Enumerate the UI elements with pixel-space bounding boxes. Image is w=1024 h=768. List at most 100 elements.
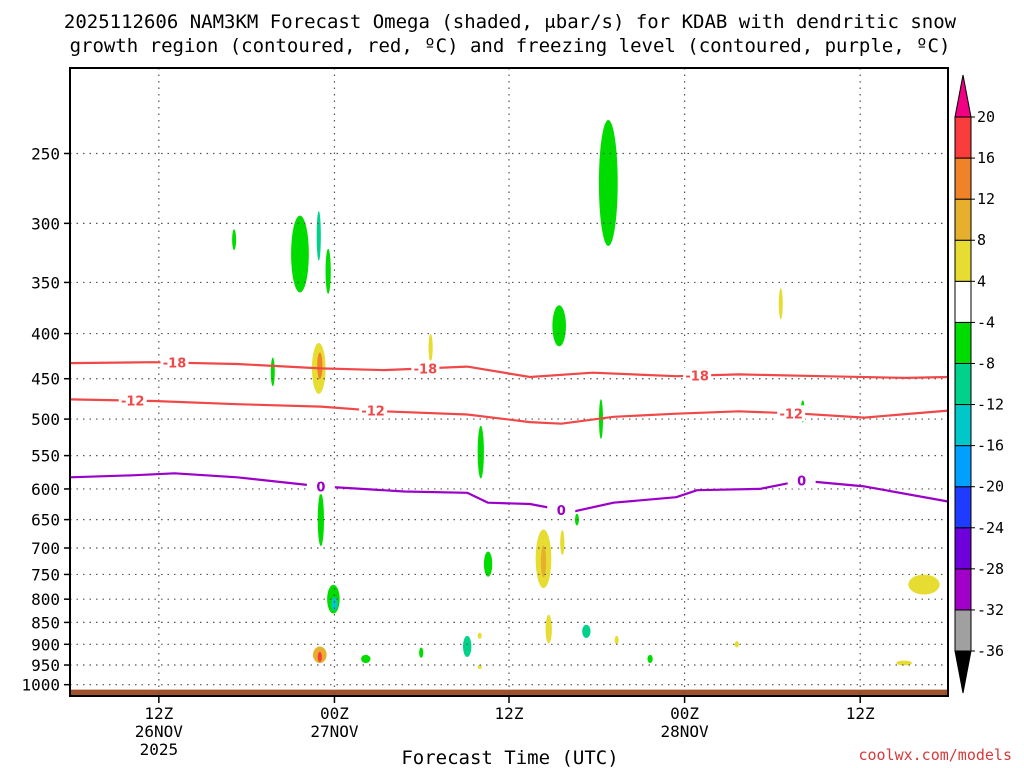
omega-region — [428, 333, 433, 362]
omega-region — [734, 641, 739, 648]
x-tick-label: 26NOV — [135, 722, 184, 741]
omega-region — [463, 635, 472, 658]
contour-label--18C: -18 — [685, 370, 709, 385]
omega-region — [647, 654, 653, 664]
x-tick-label: 00Z — [320, 704, 349, 723]
y-tick-label: 450 — [31, 370, 60, 389]
y-tick-label: 850 — [31, 613, 60, 632]
omega-region — [540, 545, 547, 578]
omega-region — [317, 352, 323, 379]
colorbar-tick-label: -24 — [977, 519, 1004, 537]
x-tick-label: 00Z — [670, 704, 699, 723]
omega-region — [908, 574, 940, 595]
grid-lines — [70, 68, 948, 696]
colorbar-segment — [954, 568, 972, 611]
contour-label-background — [118, 392, 147, 409]
omega-region — [316, 211, 321, 261]
contour-label--18C: -18 — [163, 357, 187, 372]
colorbar-tick-label: -36 — [977, 642, 1004, 660]
y-tick-label: 600 — [31, 480, 60, 499]
omega-region — [419, 647, 424, 658]
y-tick-label: 950 — [31, 656, 60, 675]
colorbar-tick-label: -8 — [977, 354, 995, 372]
y-tick-label: 550 — [31, 447, 60, 466]
x-axis-label: Forecast Time (UTC) — [401, 747, 618, 768]
y-tick-label: 750 — [31, 565, 60, 584]
omega-region — [361, 654, 371, 664]
colorbar-segment — [954, 157, 972, 200]
colorbar-tick-label: -12 — [977, 396, 1004, 414]
colorbar-segment — [954, 280, 972, 323]
colorbar-tick-label: 16 — [977, 149, 995, 167]
colorbar-segment — [954, 609, 972, 652]
contour-label-background — [359, 402, 388, 419]
colorbar-segment — [954, 445, 972, 488]
omega-region — [317, 651, 322, 663]
omega-region — [574, 513, 579, 526]
contour-label-0C: 0 — [316, 480, 325, 495]
omega-region — [291, 215, 309, 293]
colorbar-segment — [954, 116, 972, 159]
y-tick-label: 250 — [31, 144, 60, 163]
omega-region — [325, 248, 331, 294]
omega-region — [477, 632, 482, 639]
colorbar-tick-label: -28 — [977, 560, 1004, 578]
omega-region — [331, 597, 338, 611]
y-tick-label: 900 — [31, 635, 60, 654]
x-tick-label: 12Z — [846, 704, 875, 723]
colorbar-segment — [954, 239, 972, 282]
omega-region — [598, 119, 618, 246]
contour-label-background — [787, 472, 816, 489]
colorbar-tick-label: 4 — [977, 272, 986, 290]
omega-region — [477, 425, 484, 479]
contour-label-background — [411, 360, 440, 377]
contour-label-background — [683, 367, 712, 384]
colorbar-tick-label: -4 — [977, 313, 995, 331]
temperature-contours: -18 -18 -18 -12 -12 -12 0 0 0 — [69, 354, 949, 519]
contour-line--18C — [69, 361, 949, 379]
colorbar-segment — [954, 486, 972, 529]
omega-region — [614, 635, 619, 645]
colorbar: -36 -32 -28 -24 -20 -16 -12 -8 -4 4 8 12 16 20 — [954, 74, 1004, 694]
colorbar-tick-label: -20 — [977, 478, 1004, 496]
y-tick-label: 300 — [31, 214, 60, 233]
omega-shading — [232, 119, 940, 670]
contour-label--12C: -12 — [779, 407, 803, 422]
colorbar-min-arrow — [954, 650, 972, 694]
omega-region — [270, 357, 275, 387]
omega-region — [483, 551, 493, 577]
colorbar-tick-label: 12 — [977, 190, 995, 208]
omega-region — [778, 288, 783, 320]
colorbar-tick-label: 20 — [977, 108, 995, 126]
omega-region — [560, 529, 565, 555]
colorbar-tick-label: 8 — [977, 231, 986, 249]
colorbar-segment — [954, 527, 972, 570]
omega-region — [552, 305, 566, 347]
contour-label-background — [160, 354, 189, 371]
y-tick-label: 500 — [31, 410, 60, 429]
chart-title-line1: 2025112606 NAM3KM Forecast Omega (shaded… — [64, 11, 957, 33]
y-tick-label: 1000 — [21, 676, 60, 695]
omega-region — [232, 229, 237, 251]
omega-region — [477, 665, 482, 670]
contour-label--18C: -18 — [414, 362, 438, 377]
colorbar-segment — [954, 198, 972, 241]
colorbar-tick-label: -32 — [977, 601, 1004, 619]
y-tick-label: 400 — [31, 325, 60, 344]
x-tick-label: 27NOV — [310, 722, 359, 741]
chart-title-line2: growth region (contoured, red, ºC) and f… — [70, 35, 951, 57]
credit-link[interactable]: coolwx.com/models — [858, 746, 1012, 764]
x-tick-label: 2025 — [140, 740, 179, 759]
omega-region — [896, 660, 912, 666]
contour-label-background — [306, 478, 335, 495]
contour-label--12C: -12 — [121, 395, 145, 410]
omega-region — [317, 493, 324, 547]
y-tick-label: 800 — [31, 590, 60, 609]
x-tick-label: 12Z — [144, 704, 173, 723]
colorbar-segment — [954, 362, 972, 406]
contour-label-background — [777, 405, 806, 422]
x-tick-label: 12Z — [495, 704, 524, 723]
contour-label--12C: -12 — [361, 405, 385, 420]
